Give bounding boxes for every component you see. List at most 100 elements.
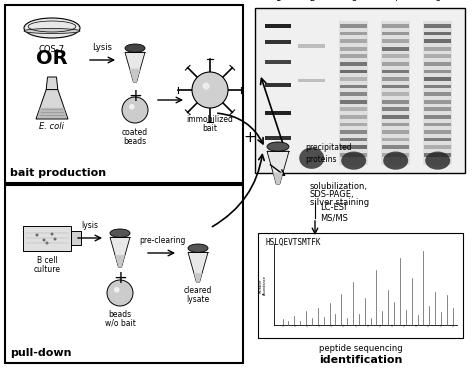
- Circle shape: [46, 241, 48, 244]
- Polygon shape: [110, 237, 130, 267]
- Bar: [340, 145, 367, 149]
- Bar: [383, 32, 409, 35]
- Text: silver staining: silver staining: [310, 198, 369, 207]
- Ellipse shape: [24, 18, 80, 38]
- Polygon shape: [36, 89, 68, 119]
- Text: bait production: bait production: [10, 168, 106, 178]
- Bar: [340, 123, 367, 126]
- Circle shape: [36, 234, 38, 237]
- FancyBboxPatch shape: [258, 233, 463, 338]
- Bar: [265, 40, 292, 44]
- Bar: [425, 145, 451, 149]
- Polygon shape: [129, 69, 140, 82]
- Text: immobilized: immobilized: [187, 115, 233, 124]
- Polygon shape: [267, 151, 289, 184]
- Text: cleared: cleared: [184, 286, 212, 295]
- Circle shape: [54, 237, 56, 241]
- Bar: [383, 115, 409, 118]
- Bar: [340, 92, 367, 96]
- Bar: [340, 39, 367, 43]
- Polygon shape: [71, 231, 81, 245]
- Text: beads: beads: [123, 137, 146, 146]
- Bar: [383, 85, 409, 88]
- Bar: [340, 138, 367, 141]
- Ellipse shape: [425, 152, 450, 170]
- Text: OR: OR: [36, 49, 68, 67]
- Text: SDS-PAGE,: SDS-PAGE,: [310, 190, 355, 199]
- Bar: [383, 24, 409, 28]
- Bar: [425, 130, 451, 134]
- Circle shape: [107, 280, 133, 306]
- Polygon shape: [194, 273, 202, 282]
- Bar: [383, 130, 409, 134]
- Bar: [381, 21, 410, 165]
- Bar: [425, 62, 451, 66]
- Bar: [299, 44, 325, 47]
- Text: lysate: lysate: [186, 295, 210, 304]
- Bar: [425, 54, 451, 58]
- Bar: [340, 100, 367, 103]
- Text: 4: 4: [393, 0, 398, 3]
- Bar: [340, 54, 367, 58]
- Text: pre-clearing: pre-clearing: [139, 236, 185, 245]
- Text: w/o bait: w/o bait: [105, 319, 136, 328]
- Bar: [340, 47, 367, 50]
- Bar: [425, 85, 451, 88]
- FancyBboxPatch shape: [5, 5, 243, 183]
- Bar: [383, 77, 409, 81]
- Bar: [383, 100, 409, 103]
- Bar: [340, 32, 367, 35]
- Bar: [383, 92, 409, 96]
- Bar: [340, 153, 367, 156]
- Polygon shape: [115, 255, 125, 267]
- Ellipse shape: [383, 152, 408, 170]
- Bar: [425, 77, 451, 81]
- Text: bait: bait: [202, 124, 218, 133]
- Circle shape: [192, 72, 228, 108]
- Text: +: +: [244, 131, 256, 145]
- Text: Relative
Abundance: Relative Abundance: [259, 276, 267, 296]
- Text: lysis: lysis: [82, 221, 99, 230]
- Bar: [265, 24, 292, 28]
- Text: 2: 2: [309, 0, 314, 3]
- Ellipse shape: [24, 28, 80, 33]
- Bar: [265, 136, 292, 140]
- Text: identification: identification: [319, 355, 402, 365]
- Text: pull-down: pull-down: [10, 348, 72, 358]
- Bar: [425, 123, 451, 126]
- Polygon shape: [46, 77, 58, 89]
- Text: 3: 3: [351, 0, 356, 3]
- Text: COS-7: COS-7: [39, 45, 65, 54]
- Circle shape: [202, 82, 210, 90]
- Bar: [340, 24, 367, 28]
- Text: proteins: proteins: [305, 155, 337, 163]
- Text: precipitated: precipitated: [305, 144, 352, 152]
- Bar: [425, 24, 451, 28]
- Text: 1: 1: [275, 0, 281, 3]
- Bar: [383, 107, 409, 111]
- Bar: [340, 70, 367, 73]
- FancyBboxPatch shape: [255, 8, 465, 173]
- Bar: [340, 107, 367, 111]
- Bar: [340, 62, 367, 66]
- Text: +: +: [113, 269, 127, 287]
- Circle shape: [122, 97, 148, 123]
- Bar: [425, 138, 451, 141]
- Text: Lysis: Lysis: [92, 43, 112, 52]
- FancyBboxPatch shape: [5, 185, 243, 363]
- Ellipse shape: [125, 44, 145, 52]
- Ellipse shape: [341, 152, 366, 170]
- Bar: [299, 79, 325, 82]
- Text: +: +: [128, 87, 142, 105]
- Bar: [383, 123, 409, 126]
- Bar: [340, 77, 367, 81]
- Bar: [265, 60, 292, 64]
- Text: HSLQEVTSMTFK: HSLQEVTSMTFK: [266, 238, 321, 247]
- Bar: [340, 85, 367, 88]
- Circle shape: [51, 233, 54, 236]
- Polygon shape: [188, 252, 208, 282]
- Text: culture: culture: [34, 265, 61, 274]
- Bar: [383, 54, 409, 58]
- Bar: [383, 47, 409, 50]
- Bar: [425, 115, 451, 118]
